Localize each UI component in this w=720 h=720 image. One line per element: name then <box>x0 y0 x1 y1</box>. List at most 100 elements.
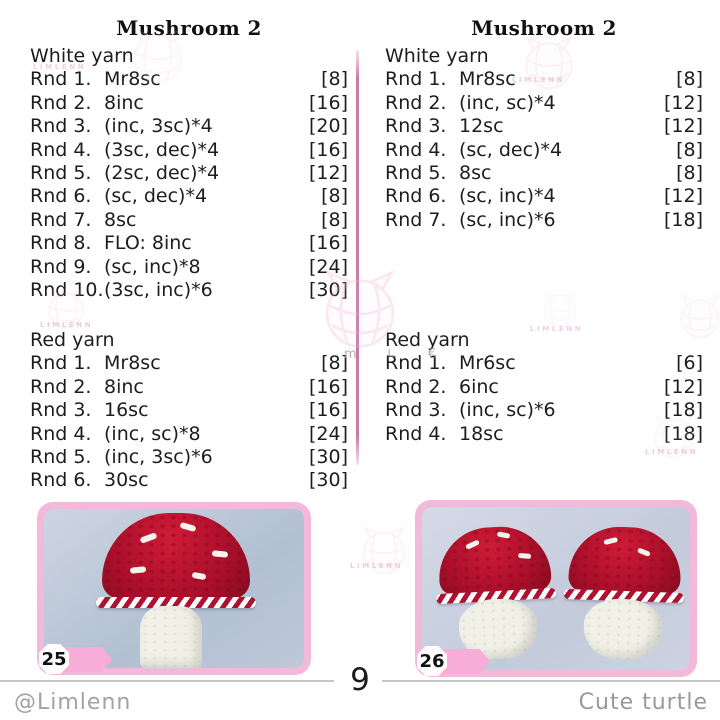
brand-credit: Cute turtle <box>578 690 708 715</box>
round-list: Rnd 1. Mr8sc [8] Rnd 2. (inc, sc)*4 [12] Rnd 3… <box>385 68 703 232</box>
pattern-round-row: Rnd 1. Mr6sc [6] <box>385 352 703 375</box>
round-instruction: (inc, sc)*8 <box>104 422 201 445</box>
round-label: Rnd 7. <box>30 208 92 231</box>
round-label: Rnd 6. <box>385 185 447 208</box>
yarn-ball-watermark-icon <box>358 526 410 575</box>
stitch-count: [18] <box>663 208 703 231</box>
yarn-section-label: White yarn <box>385 45 489 67</box>
stitch-count: [8] <box>321 352 348 375</box>
pattern-round-row: Rnd 2. (inc, sc)*4 [12] <box>385 92 703 115</box>
pattern-round-row: Rnd 3. 16sc [16] <box>30 399 348 422</box>
pattern-round-row: Rnd 2. 8inc [16] <box>30 92 348 115</box>
mushroom-left <box>432 516 559 667</box>
pattern-round-row: Rnd 6. (sc, inc)*4 [12] <box>385 185 703 208</box>
stitch-count: [12] <box>663 115 703 138</box>
round-instruction: Mr8sc <box>104 352 161 375</box>
brand-watermark-text: LIMLENN <box>40 321 94 329</box>
mushroom-right <box>562 517 687 666</box>
stitch-count: [16] <box>308 399 348 422</box>
brand-watermark-text: LIMLENN <box>350 562 404 570</box>
round-instruction: 8inc <box>104 91 144 114</box>
pattern-round-row: Rnd 8. FLO: 8inc [16] <box>30 232 348 255</box>
yarn-ball-watermark-icon <box>540 290 580 328</box>
round-label: Rnd 3. <box>30 115 92 138</box>
round-label: Rnd 5. <box>30 446 92 469</box>
round-label: Rnd 6. <box>30 185 92 208</box>
round-list: Rnd 1. Mr8sc [8] Rnd 2. 8inc [16] Rnd 3. (inc, … <box>30 68 348 302</box>
photo-number-tag: 26 <box>417 646 497 676</box>
photo-number: 26 <box>417 646 447 676</box>
page-number: 9 <box>350 662 370 698</box>
photo-background <box>422 507 690 670</box>
stitch-count: [8] <box>321 185 348 208</box>
pattern-round-row: Rnd 5. 8sc [8] <box>385 162 703 185</box>
pattern-round-row: Rnd 5. (2sc, dec)*4 [12] <box>30 162 348 185</box>
photo-background <box>44 509 304 668</box>
yarn-section-label: Red yarn <box>385 329 470 351</box>
pattern-round-row: Rnd 10. (3sc, inc)*6 [30] <box>30 279 348 302</box>
stitch-count: [8] <box>676 68 703 91</box>
round-instruction: (sc, inc)*4 <box>459 185 556 208</box>
stitch-count: [18] <box>663 399 703 422</box>
mushroom-cap <box>567 525 683 595</box>
cap-spot <box>517 552 532 560</box>
pattern-round-row: Rnd 4. (inc, sc)*8 [24] <box>30 423 348 446</box>
round-label: Rnd 1. <box>385 352 447 375</box>
round-label: Rnd 1. <box>385 68 447 91</box>
pattern-round-row: Rnd 7. (sc, inc)*6 [18] <box>385 209 703 232</box>
white-yarn-section: White yarn Rnd 1. Mr8sc [8] Rnd 2. (inc, sc)… <box>385 45 703 232</box>
photo-number-tag: 25 <box>39 644 119 674</box>
column-divider <box>356 50 359 465</box>
round-label: Rnd 2. <box>385 91 447 114</box>
round-list: Rnd 1. Mr6sc [6] Rnd 2. 6inc [12] Rnd 3. (inc, … <box>385 352 703 446</box>
white-yarn-section: White yarn Rnd 1. Mr8sc [8] Rnd 2. 8inc [16] R… <box>30 45 348 302</box>
footer-rule-left <box>0 680 334 682</box>
pattern-round-row: Rnd 7. 8sc [8] <box>30 209 348 232</box>
brand-watermark-text: LIMLENN <box>645 448 699 456</box>
stitch-count: [18] <box>663 422 703 445</box>
stitch-count: [12] <box>663 91 703 114</box>
round-label: Rnd 4. <box>30 138 92 161</box>
round-instruction: (inc, sc)*4 <box>459 91 556 114</box>
stitch-count: [12] <box>663 185 703 208</box>
footer-rule-right <box>382 680 720 682</box>
round-label: Rnd 6. <box>30 469 92 492</box>
round-instruction: 12sc <box>459 115 504 138</box>
round-instruction: 8inc <box>104 375 144 398</box>
round-instruction: 18sc <box>459 422 504 445</box>
round-instruction: 16sc <box>104 399 149 422</box>
stitch-count: [12] <box>308 162 348 185</box>
mushroom-cap <box>102 513 250 599</box>
pattern-round-row: Rnd 1. Mr8sc [8] <box>385 68 703 91</box>
stitch-count: [8] <box>321 208 348 231</box>
round-label: Rnd 4. <box>385 138 447 161</box>
pattern-title: Mushroom 2 <box>471 16 617 40</box>
mushroom-photo-26: 26 <box>415 500 697 677</box>
pattern-round-row: Rnd 6. 30sc [30] <box>30 469 348 492</box>
round-instruction: (sc, dec)*4 <box>104 185 208 208</box>
round-label: Rnd 2. <box>30 375 92 398</box>
pattern-round-row: Rnd 9. (sc, inc)*8 [24] <box>30 256 348 279</box>
round-instruction: (3sc, dec)*4 <box>104 138 220 161</box>
author-credit: @Limlenn <box>14 690 132 715</box>
round-label: Rnd 5. <box>30 162 92 185</box>
pattern-title: Mushroom 2 <box>116 16 262 40</box>
pattern-round-row: Rnd 1. Mr8sc [8] <box>30 352 348 375</box>
round-list: Rnd 1. Mr8sc [8] Rnd 2. 8inc [16] Rnd 3. 16sc [1… <box>30 352 348 492</box>
stitch-count: [8] <box>676 162 703 185</box>
yarn-section-label: Red yarn <box>30 329 115 351</box>
round-label: Rnd 3. <box>385 399 447 422</box>
round-label: Rnd 2. <box>30 91 92 114</box>
round-label: Rnd 3. <box>30 399 92 422</box>
round-label: Rnd 4. <box>30 422 92 445</box>
pattern-column-left: Mushroom 2 White yarn Rnd 1. Mr8sc [8] Rnd … <box>30 16 348 491</box>
round-instruction: (sc, inc)*6 <box>459 208 556 231</box>
mushroom-cap <box>436 524 553 596</box>
round-label: Rnd 5. <box>385 162 447 185</box>
stitch-count: [8] <box>321 68 348 91</box>
round-instruction: FLO: 8inc <box>104 232 192 255</box>
round-instruction: (sc, dec)*4 <box>459 138 563 161</box>
round-label: Rnd 2. <box>385 375 447 398</box>
round-label: Rnd 9. <box>30 255 92 278</box>
round-label: Rnd 10. <box>30 279 104 302</box>
